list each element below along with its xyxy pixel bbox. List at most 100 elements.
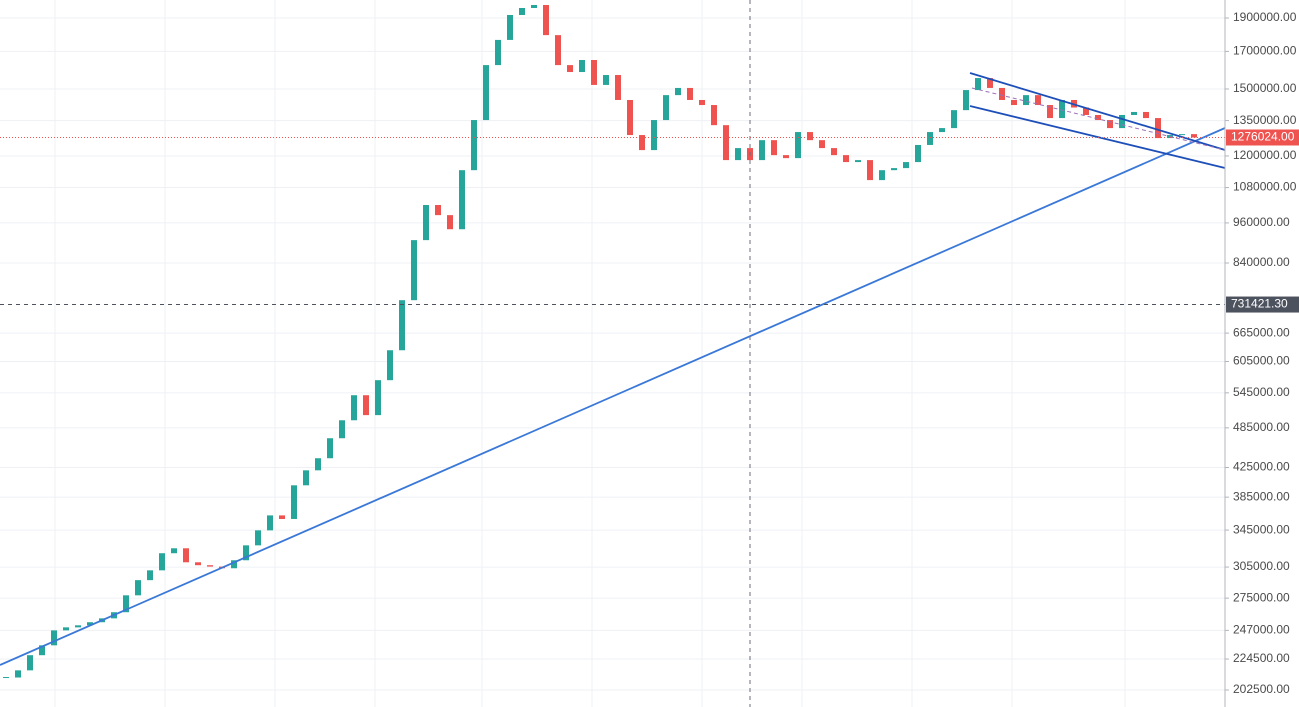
- candle: [1011, 99, 1017, 106]
- candle: [675, 87, 681, 96]
- candle: [1143, 111, 1149, 119]
- y-tick-label: 485000.00: [1233, 420, 1290, 434]
- candle: [1035, 95, 1041, 106]
- y-tick-label: 224500.00: [1233, 651, 1290, 665]
- candle: [855, 160, 861, 163]
- y-tick-label: 545000.00: [1233, 385, 1290, 399]
- candle: [963, 90, 969, 111]
- price-axis-labels: 1900000.00 1700000.00 1500000.00 1350000.00…: [1225, 10, 1299, 696]
- candle: [771, 140, 777, 156]
- channel-lower: [969, 105, 1226, 169]
- candle: [3, 677, 9, 679]
- candle: [795, 132, 801, 159]
- candle: [819, 140, 825, 149]
- candle: [495, 39, 501, 66]
- y-tick-label: 305000.00: [1233, 559, 1290, 573]
- candle: [915, 144, 921, 163]
- y-tick-label: 1350000.00: [1233, 113, 1297, 127]
- candle: [291, 485, 297, 519]
- trend-line: [0, 127, 1226, 666]
- candle: [591, 60, 597, 85]
- candle: [555, 35, 561, 66]
- candle: [723, 125, 729, 161]
- y-tick-label: 1700000.00: [1233, 44, 1297, 58]
- candle: [1191, 134, 1197, 138]
- price-lines: [0, 137, 1225, 306]
- candle: [519, 8, 525, 15]
- candle: [459, 170, 465, 230]
- candle: [951, 110, 957, 129]
- candle: [1023, 95, 1029, 106]
- y-tick-label: 1900000.00: [1233, 10, 1297, 24]
- candle: [279, 515, 285, 519]
- candle: [471, 120, 477, 171]
- price-label: 1276024.00: [1231, 130, 1295, 144]
- y-tick-label: 960000.00: [1233, 215, 1290, 229]
- candle: [711, 105, 717, 126]
- drawings: [0, 0, 1226, 707]
- candle: [639, 135, 645, 151]
- candle: [735, 148, 741, 161]
- y-tick-label: 275000.00: [1233, 590, 1290, 604]
- y-tick-label: 1200000.00: [1233, 148, 1297, 162]
- candle: [195, 562, 201, 566]
- candle: [87, 622, 93, 626]
- candle: [327, 438, 333, 459]
- candle: [651, 120, 657, 151]
- candle: [243, 545, 249, 561]
- candle: [1083, 107, 1089, 115]
- candle: [375, 380, 381, 416]
- candle: [411, 240, 417, 301]
- candle: [15, 670, 21, 678]
- candle: [399, 300, 405, 351]
- y-tick-label: 202500.00: [1233, 682, 1290, 696]
- y-tick-label: 1500000.00: [1233, 81, 1297, 95]
- y-tick-label: 345000.00: [1233, 522, 1290, 536]
- candle: [807, 132, 813, 141]
- candle: [987, 78, 993, 88]
- candle: [939, 128, 945, 133]
- channel-upper: [969, 72, 1226, 151]
- candle: [387, 350, 393, 381]
- candle: [39, 645, 45, 656]
- candles: [3, 4, 1197, 679]
- candle: [363, 395, 369, 416]
- candle: [879, 170, 885, 181]
- candle: [867, 160, 873, 181]
- candle: [1059, 99, 1065, 119]
- candle: [1179, 134, 1185, 136]
- candle: [1131, 111, 1137, 115]
- candle: [627, 99, 633, 136]
- candle: [183, 548, 189, 563]
- candle: [543, 4, 549, 36]
- candle: [567, 65, 573, 73]
- candle: [1047, 105, 1053, 119]
- candle: [207, 565, 213, 567]
- candle: [27, 655, 33, 671]
- candle: [663, 95, 669, 121]
- candle: [615, 75, 621, 100]
- candle: [351, 395, 357, 421]
- candle: [531, 4, 537, 9]
- candle: [423, 205, 429, 241]
- candle: [1119, 114, 1125, 129]
- candle: [927, 132, 933, 145]
- y-tick-label: 665000.00: [1233, 325, 1290, 339]
- horizontal-grid: [0, 17, 1225, 691]
- candle: [63, 627, 69, 631]
- candle: [303, 470, 309, 486]
- channel-mid: [971, 87, 1226, 151]
- candle: [687, 87, 693, 100]
- candle: [891, 168, 897, 171]
- candle: [435, 205, 441, 216]
- price-axis: [1225, 0, 1299, 707]
- candle: [603, 75, 609, 85]
- candle: [783, 155, 789, 159]
- y-tick-label: 385000.00: [1233, 489, 1290, 503]
- candle: [171, 548, 177, 554]
- candle: [999, 87, 1005, 100]
- candle: [135, 580, 141, 596]
- price-label-box: [1226, 129, 1299, 146]
